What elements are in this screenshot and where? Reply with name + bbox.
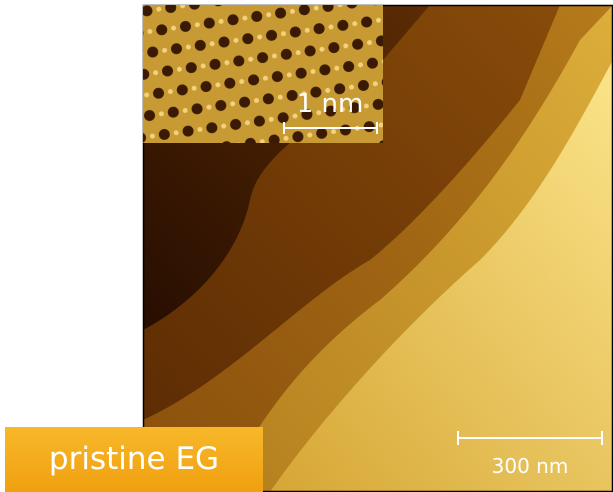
scale-label: 300 nm [492,454,569,478]
stm-image: 1 nm 300 nm [0,0,613,492]
page: 1 nm 300 nm pristine EG [0,0,613,492]
inset: 1 nm [143,5,383,143]
sample-label: pristine EG [5,427,263,492]
inset-scale-label: 1 nm [297,89,364,119]
